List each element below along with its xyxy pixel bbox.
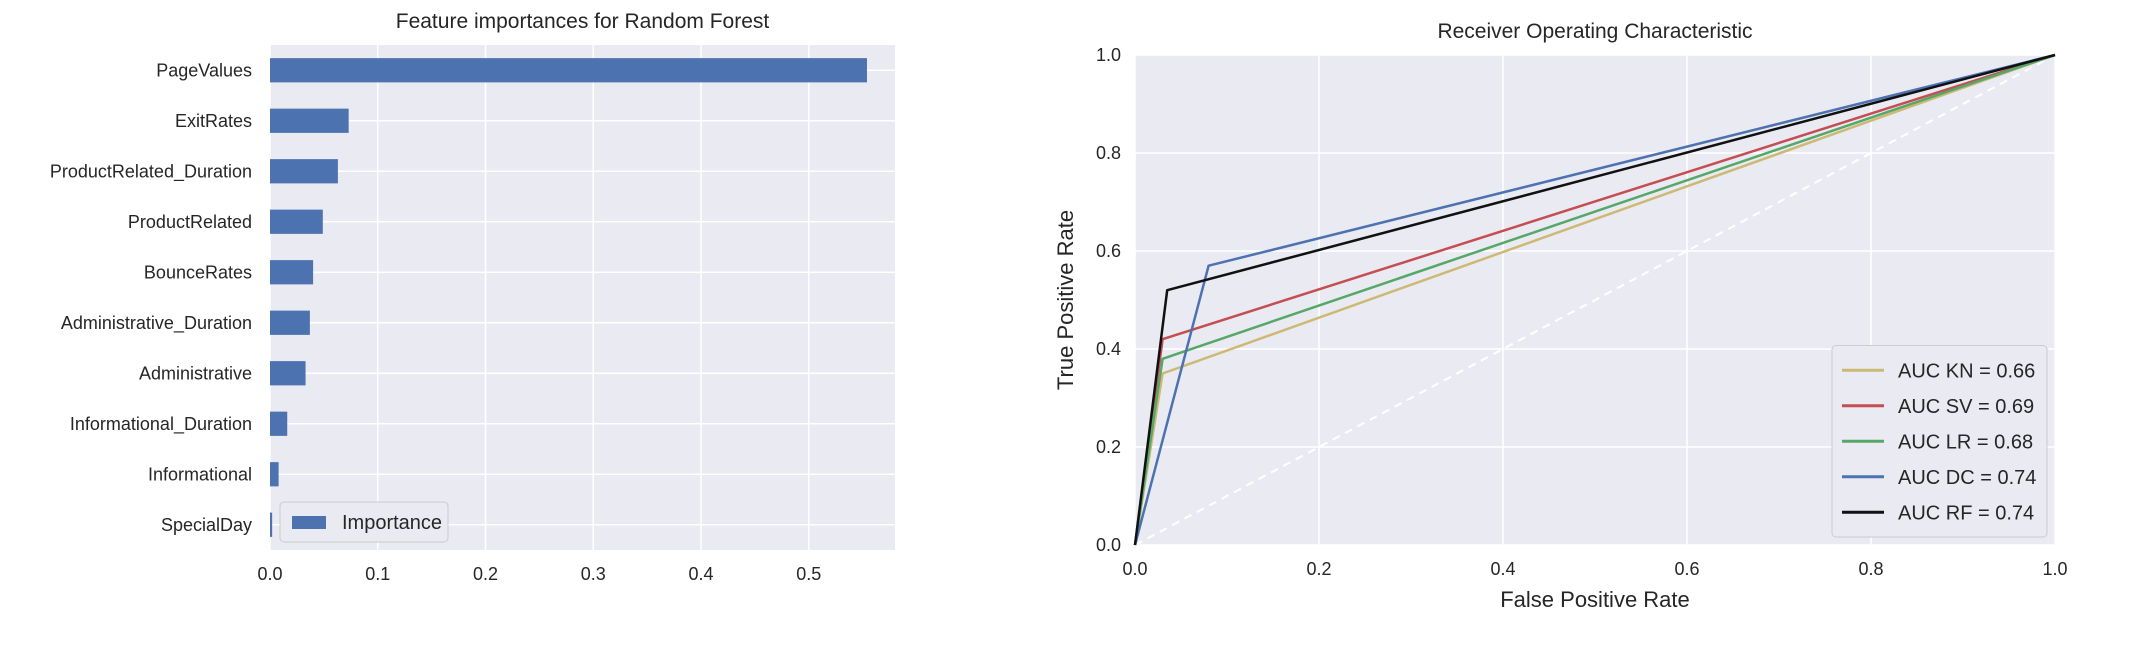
- bar-informational-duration: [270, 411, 288, 436]
- chart-title: Feature importances for Random Forest: [396, 10, 770, 33]
- x-tick-label: 0.5: [796, 564, 821, 584]
- y-tick-label: ProductRelated_Duration: [50, 161, 252, 182]
- roc-line-3: [1133, 53, 2056, 546]
- x-tick-label: 0.1: [365, 564, 390, 584]
- y-tick-label: 0.4: [1096, 339, 1121, 359]
- legend-label: AUC RF = 0.74: [1898, 502, 2034, 524]
- x-axis-label: False Positive Rate: [1500, 587, 1690, 612]
- roc-line-4: [1133, 53, 2056, 546]
- roc-chart: Receiver Operating Characteristic 0.0 0.2 0…: [1053, 20, 2068, 612]
- y-tick-label: PageValues: [156, 60, 252, 80]
- reference-diagonal-line: [1134, 54, 2056, 546]
- legend-swatch: [292, 516, 326, 529]
- roc-line-2: [1133, 53, 2056, 546]
- bar-administrative-duration: [270, 310, 310, 335]
- bar-productrelated: [270, 209, 323, 234]
- x-tick-label: 0.3: [581, 564, 606, 584]
- x-tick-label: 0.0: [257, 564, 282, 584]
- x-tick-label: 0.4: [1490, 559, 1515, 579]
- bar-administrative: [270, 361, 306, 386]
- bar-specialday: [270, 512, 273, 537]
- legend-label: AUC DC = 0.74: [1898, 467, 2036, 489]
- x-tick-label: 0.6: [1674, 559, 1699, 579]
- plot-background: [270, 45, 895, 550]
- bar-bouncerates: [270, 260, 314, 285]
- y-tick-label: SpecialDay: [161, 515, 252, 535]
- y-tick-label: Administrative: [139, 363, 252, 383]
- feature-importance-chart: Feature importances for Random Forest 0.0…: [50, 10, 895, 584]
- y-tick-label: ProductRelated: [128, 212, 252, 232]
- y-tick-label: ExitRates: [175, 111, 252, 131]
- bar-informational: [270, 462, 279, 487]
- x-tick-label: 0.8: [1858, 559, 1883, 579]
- x-tick-label: 0.4: [689, 564, 714, 584]
- chart-title: Receiver Operating Characteristic: [1437, 20, 1752, 43]
- y-tick-label: 0.8: [1096, 143, 1121, 163]
- legend-label: AUC KN = 0.66: [1898, 360, 2035, 382]
- y-tick-label: Administrative_Duration: [61, 313, 252, 334]
- x-tick-label: 1.0: [2042, 559, 2067, 579]
- x-tick-label: 0.0: [1122, 559, 1147, 579]
- bar-pagevalues: [270, 58, 867, 83]
- y-tick-label: Informational_Duration: [70, 414, 252, 435]
- x-tick-label: 0.2: [1306, 559, 1331, 579]
- y-tick-label: BounceRates: [144, 262, 252, 282]
- y-tick-label: 0.2: [1096, 437, 1121, 457]
- y-tick-label: Informational: [148, 464, 252, 484]
- y-tick-label: 0.6: [1096, 241, 1121, 261]
- legend-label: Importance: [342, 512, 442, 534]
- bar-exitrates: [270, 108, 349, 133]
- x-tick-label: 0.2: [473, 564, 498, 584]
- y-axis-label: True Positive Rate: [1053, 210, 1078, 390]
- legend-box: [1831, 345, 2048, 538]
- legend-label: AUC SV = 0.69: [1898, 396, 2034, 418]
- y-tick-label: 1.0: [1096, 45, 1121, 65]
- legend-label: AUC LR = 0.68: [1898, 431, 2033, 453]
- y-tick-label: 0.0: [1096, 535, 1121, 555]
- bar-productrelated-duration: [270, 159, 338, 184]
- legend-box: [279, 501, 449, 543]
